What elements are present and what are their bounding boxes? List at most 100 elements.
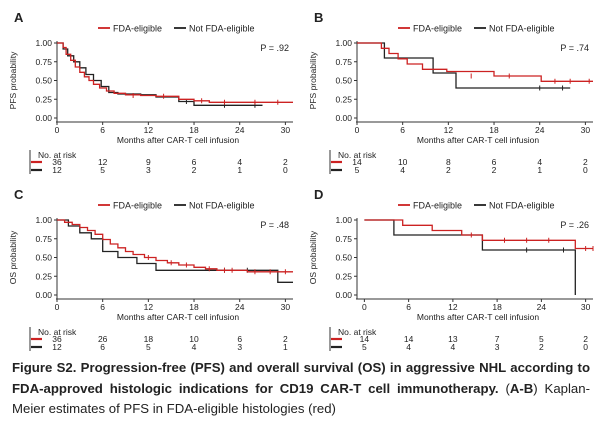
panel-c-risk-count: 26 xyxy=(98,334,108,344)
panel-b-x-axis-title: Months after CAR-T cell infusion xyxy=(417,135,539,145)
panel-c-risk-count: 3 xyxy=(237,342,242,352)
panel-a-x-tick-label: 6 xyxy=(100,125,105,135)
panel-a-x-tick-label: 30 xyxy=(281,125,291,135)
panel-c-risk-count: 18 xyxy=(144,334,154,344)
panel-a-risk-count: 12 xyxy=(52,165,62,175)
panel-d-risk-count: 3 xyxy=(495,342,500,352)
panel-b-letter: B xyxy=(314,10,323,25)
panel-c-risk-table-label: No. at risk xyxy=(38,327,77,337)
panel-d-risk-count: 14 xyxy=(404,334,414,344)
panel-d-risk-count: 5 xyxy=(362,342,367,352)
panel-b-risk-count: 2 xyxy=(583,157,588,167)
panel-b-x-tick-label: 12 xyxy=(444,125,454,135)
panel-b-risk-count: 0 xyxy=(583,165,588,175)
panel-b-risk-count: 5 xyxy=(355,165,360,175)
panel-d-risk-count: 2 xyxy=(583,334,588,344)
panel-d-y-tick-label: 0.50 xyxy=(335,253,352,263)
panel-a-y-tick-label: 0.25 xyxy=(35,94,52,104)
panel-a-risk-count: 1 xyxy=(237,165,242,175)
panel-c-y-tick-label: 1.00 xyxy=(35,215,52,225)
panel-a-risk-count: 2 xyxy=(192,165,197,175)
panel-b-risk-count: 10 xyxy=(398,157,408,167)
panel-b-x-tick-label: 24 xyxy=(535,125,545,135)
panel-c-x-tick-label: 18 xyxy=(189,302,199,312)
panel-b-x-tick-label: 18 xyxy=(489,125,499,135)
panel-a-y-tick-label: 1.00 xyxy=(35,38,52,48)
panel-c-y-tick-label: 0.00 xyxy=(35,290,52,300)
panel-b-risk-count: 8 xyxy=(446,157,451,167)
panel-d-risk-count: 4 xyxy=(451,342,456,352)
panel-c-risk-count: 1 xyxy=(283,342,288,352)
panel-a-x-tick-label: 0 xyxy=(55,125,60,135)
panel-c-risk-count: 4 xyxy=(192,342,197,352)
panel-b-risk-table-label: No. at risk xyxy=(338,150,377,160)
panel-a-km-curve-fda-eligible xyxy=(57,42,293,103)
panel-b-x-tick-label: 0 xyxy=(355,125,360,135)
panel-b-y-axis-title: PFS probability xyxy=(308,51,318,109)
panel-d-x-tick-label: 6 xyxy=(406,302,411,312)
panel-c-legend-label-not-fda: Not FDA-eligible xyxy=(189,201,255,211)
panel-c-y-axis-title: OS probability xyxy=(8,230,18,284)
panel-d-risk-count: 7 xyxy=(495,334,500,344)
panel-b-y-tick-label: 0.75 xyxy=(335,57,352,67)
panel-b-km-curve-fda-eligible xyxy=(357,42,593,82)
panel-d-p-value: P = .26 xyxy=(560,220,589,230)
panel-b-x-tick-label: 30 xyxy=(581,125,591,135)
panel-a-risk-count: 0 xyxy=(283,165,288,175)
panel-b-legend-label-fda: FDA-eligible xyxy=(413,24,462,34)
panel-d-x-tick-label: 18 xyxy=(492,302,502,312)
panel-b-risk-count: 2 xyxy=(446,165,451,175)
panel-b-y-tick-label: 0.50 xyxy=(335,76,352,86)
panel-c-x-axis-title: Months after CAR-T cell infusion xyxy=(117,312,239,322)
panel-c-risk-count: 5 xyxy=(146,342,151,352)
panel-c-y-tick-label: 0.50 xyxy=(35,253,52,263)
panel-d-y-tick-label: 1.00 xyxy=(335,215,352,225)
panel-d-y-tick-label: 0.75 xyxy=(335,234,352,244)
panel-a-risk-count: 36 xyxy=(52,157,62,167)
panel-b-x-tick-label: 6 xyxy=(400,125,405,135)
panel-b-risk-count: 1 xyxy=(537,165,542,175)
panel-a-x-tick-label: 24 xyxy=(235,125,245,135)
panel-a-risk-count: 9 xyxy=(146,157,151,167)
panel-c-x-tick-label: 6 xyxy=(100,302,105,312)
panel-a-x-tick-label: 18 xyxy=(189,125,199,135)
panel-d-y-tick-label: 0.25 xyxy=(335,271,352,281)
figure: A FDA-eligible Not FDA-eligible 0.00 0.25 0.5… xyxy=(8,10,594,352)
panel-b-km-curve-not-fda-eligible xyxy=(357,42,571,89)
panel-d-risk-count: 13 xyxy=(448,334,458,344)
panel-d-risk-count: 5 xyxy=(539,334,544,344)
panel-d-km-curve-not-fda-eligible xyxy=(364,219,576,295)
panel-d-legend-label-fda: FDA-eligible xyxy=(413,201,462,211)
panel-d-risk-count: 2 xyxy=(539,342,544,352)
panel-c-risk-count: 6 xyxy=(100,342,105,352)
panel-b-risk-count: 4 xyxy=(537,157,542,167)
panel-c-risk-count: 10 xyxy=(189,334,199,344)
panel-c-risk-count: 36 xyxy=(52,334,62,344)
caption-paren-open: ( xyxy=(498,380,510,396)
caption-title: Figure S2. Progression-free (PFS) and ov… xyxy=(12,360,590,396)
panel-d-risk-table-label: No. at risk xyxy=(338,327,377,337)
panel-c-x-tick-label: 12 xyxy=(144,302,154,312)
figure-caption: Figure S2. Progression-free (PFS) and ov… xyxy=(12,358,590,420)
caption-text: ) Kaplan-Meier estimates of PFS in FDA-e… xyxy=(12,380,590,417)
panel-d-risk-count: 0 xyxy=(583,342,588,352)
panel-a-legend-label-not-fda: Not FDA-eligible xyxy=(189,24,255,34)
panel-b-legend-label-not-fda: Not FDA-eligible xyxy=(489,24,555,34)
panel-b-p-value: P = .74 xyxy=(560,43,589,53)
panel-d-km-curve-fda-eligible xyxy=(364,219,593,250)
panel-d-x-axis-title: Months after CAR-T cell infusion xyxy=(417,312,539,322)
panel-d-x-tick-label: 12 xyxy=(448,302,458,312)
panel-a-y-tick-label: 0.50 xyxy=(35,76,52,86)
panel-c-p-value: P = .48 xyxy=(260,220,289,230)
panel-d-y-tick-label: 0.00 xyxy=(335,290,352,300)
panel-d-legend-label-not-fda: Not FDA-eligible xyxy=(489,201,555,211)
panel-a-y-tick-label: 0.75 xyxy=(35,57,52,67)
panel-a-legend-label-fda: FDA-eligible xyxy=(113,24,162,34)
panel-b-y-tick-label: 0.00 xyxy=(335,113,352,123)
panel-a-p-value: P = .92 xyxy=(260,43,289,53)
panel-c-km-curve-fda-eligible xyxy=(57,219,293,273)
panel-b-risk-count: 14 xyxy=(352,157,362,167)
panel-c-x-tick-label: 0 xyxy=(55,302,60,312)
panel-a-y-axis-title: PFS probability xyxy=(8,51,18,109)
panel-a-risk-count: 2 xyxy=(283,157,288,167)
